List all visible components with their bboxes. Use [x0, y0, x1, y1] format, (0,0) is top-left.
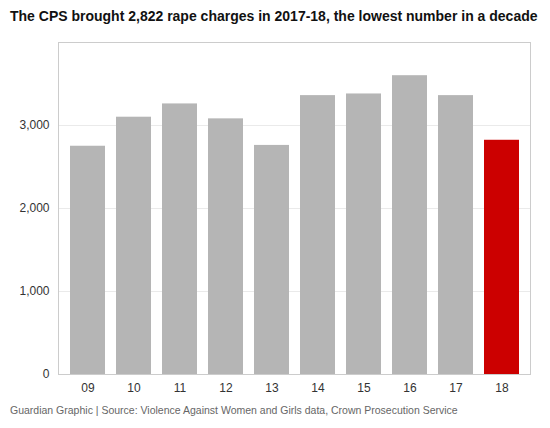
svg-text:13: 13	[265, 381, 279, 395]
svg-text:12: 12	[219, 381, 233, 395]
svg-text:14: 14	[311, 381, 325, 395]
svg-text:18: 18	[495, 381, 509, 395]
svg-text:11: 11	[174, 381, 187, 395]
svg-text:1,000: 1,000	[19, 284, 49, 298]
svg-text:10: 10	[127, 381, 141, 395]
svg-text:15: 15	[357, 381, 371, 395]
svg-text:16: 16	[403, 381, 417, 395]
svg-text:0: 0	[43, 367, 50, 381]
svg-text:09: 09	[81, 381, 95, 395]
html-text:Guardian Graphic | Source: Vio: Guardian Graphic | Source: Violence Agai…	[10, 403, 458, 416]
svg-text:3,000: 3,000	[19, 118, 49, 132]
svg-text:17: 17	[449, 381, 463, 395]
html-text:The CPS brought 2,822 rape cha: The CPS brought 2,822 rape charges in 20…	[10, 8, 538, 24]
svg-text:2,000: 2,000	[19, 201, 49, 215]
